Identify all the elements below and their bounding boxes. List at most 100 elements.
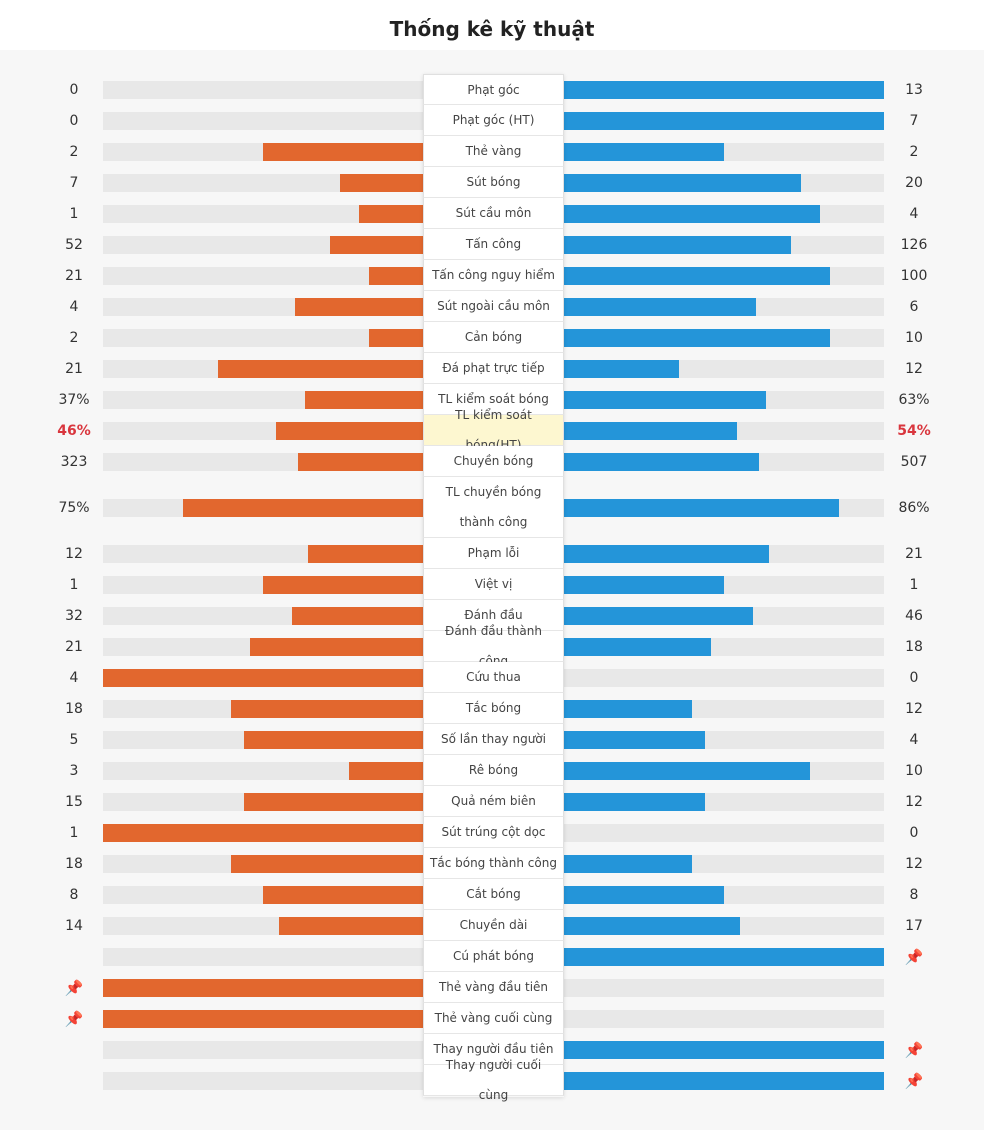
home-bar [218, 359, 423, 378]
away-value: 10 [905, 762, 923, 779]
home-value: 12 [65, 545, 83, 562]
away-bar-track [564, 730, 884, 749]
away-value: 12 [905, 793, 923, 810]
home-bar [369, 328, 423, 347]
away-bar [564, 854, 692, 873]
home-bar-track [103, 235, 423, 254]
home-bar-track [103, 80, 423, 99]
home-bar [292, 606, 423, 625]
stat-label: TL kiểm soát bóng [423, 384, 564, 415]
stat-label: Thẻ vàng đầu tiên [423, 972, 564, 1003]
home-bar [369, 266, 423, 285]
away-bar-track [564, 823, 884, 842]
home-value: 323 [60, 453, 88, 470]
stat-row: 1 Sút cầu môn 4 [0, 198, 984, 229]
away-bar [564, 575, 724, 594]
away-bar-track [564, 1009, 884, 1028]
home-value [44, 1034, 104, 1065]
stat-row: Cú phát bóng 📌 [0, 941, 984, 972]
stat-row: 8 Cắt bóng 8 [0, 879, 984, 910]
away-bar [564, 916, 740, 935]
home-bar-track [103, 421, 423, 440]
away-bar-track [564, 297, 884, 316]
home-value: 📌 [44, 1003, 104, 1034]
home-bar [183, 498, 423, 517]
home-bar-track [103, 916, 423, 935]
home-value: 4 [69, 298, 79, 315]
stat-label: Số lần thay người [423, 724, 564, 755]
away-bar-track [564, 452, 884, 471]
away-bar [564, 885, 724, 904]
away-value: 4 [909, 731, 919, 748]
home-value: 1 [69, 205, 79, 222]
away-bar [564, 792, 705, 811]
stat-label: Tắc bóng [423, 693, 564, 724]
home-bar [340, 173, 423, 192]
away-bar [564, 947, 884, 966]
stat-label: Chuyền dài [423, 910, 564, 941]
stat-row: 75% TL chuyền bóng thành công 86% [0, 477, 984, 538]
away-bar [564, 1040, 884, 1059]
home-bar [298, 452, 423, 471]
home-bar-track [103, 637, 423, 656]
stat-row: 323 Chuyền bóng 507 [0, 446, 984, 477]
stat-label: Sút cầu môn [423, 198, 564, 229]
away-bar-track [564, 978, 884, 997]
home-value: 14 [65, 917, 83, 934]
stat-row: 52 Tấn công 126 [0, 229, 984, 260]
home-value: 2 [69, 329, 79, 346]
away-value: 8 [909, 886, 919, 903]
away-bar-track [564, 498, 884, 517]
home-bar [279, 916, 423, 935]
away-value: 12 [905, 360, 923, 377]
home-bar-track [103, 978, 423, 997]
home-bar-track [103, 885, 423, 904]
stat-label: TL kiểm soát bóng(HT) [423, 408, 564, 452]
home-value: 32 [65, 607, 83, 624]
away-bar-track [564, 916, 884, 935]
away-value: 📌 [884, 1065, 944, 1096]
away-bar [564, 761, 810, 780]
stat-row: 14 Chuyền dài 17 [0, 910, 984, 941]
away-value: 1 [909, 576, 919, 593]
away-bar-track [564, 637, 884, 656]
stat-label: Cản bóng [423, 322, 564, 353]
stat-row: 46% TL kiểm soát bóng(HT) 54% [0, 408, 984, 452]
home-bar [250, 637, 423, 656]
home-bar [276, 421, 423, 440]
away-value: 0 [909, 824, 919, 841]
away-bar [564, 80, 884, 99]
stat-label: Tấn công [423, 229, 564, 260]
stat-label: Tắc bóng thành công [423, 848, 564, 879]
stat-row: 4 Cứu thua 0 [0, 662, 984, 693]
home-value: 1 [69, 824, 79, 841]
stat-label: Sút ngoài cầu môn [423, 291, 564, 322]
home-bar [244, 730, 423, 749]
away-value: 10 [905, 329, 923, 346]
away-bar-track [564, 173, 884, 192]
home-value: 21 [65, 638, 83, 655]
pushpin-icon: 📌 [904, 1040, 924, 1059]
stat-label: Thay người đầu tiên [423, 1034, 564, 1065]
stat-label: Rê bóng [423, 755, 564, 786]
stat-row: Thay người đầu tiên 📌 [0, 1034, 984, 1065]
away-bar [564, 297, 756, 316]
away-bar [564, 606, 753, 625]
home-bar-track [103, 204, 423, 223]
away-bar [564, 142, 724, 161]
home-bar [263, 575, 423, 594]
stat-row: 0 Phạt góc (HT) 7 [0, 105, 984, 136]
away-value: 13 [905, 81, 923, 98]
stat-row: 2 Cản bóng 10 [0, 322, 984, 353]
home-value: 15 [65, 793, 83, 810]
stat-label: Sút bóng [423, 167, 564, 198]
stat-label: Chuyền bóng [423, 446, 564, 477]
home-bar-track [103, 606, 423, 625]
stat-row: 18 Tắc bóng 12 [0, 693, 984, 724]
away-bar-track [564, 80, 884, 99]
stat-label: Cứu thua [423, 662, 564, 693]
stat-label: Việt vị [423, 569, 564, 600]
stat-row: 📌 Thẻ vàng cuối cùng [0, 1003, 984, 1034]
home-value: 📌 [44, 972, 104, 1003]
page-title: Thống kê kỹ thuật [0, 0, 984, 50]
